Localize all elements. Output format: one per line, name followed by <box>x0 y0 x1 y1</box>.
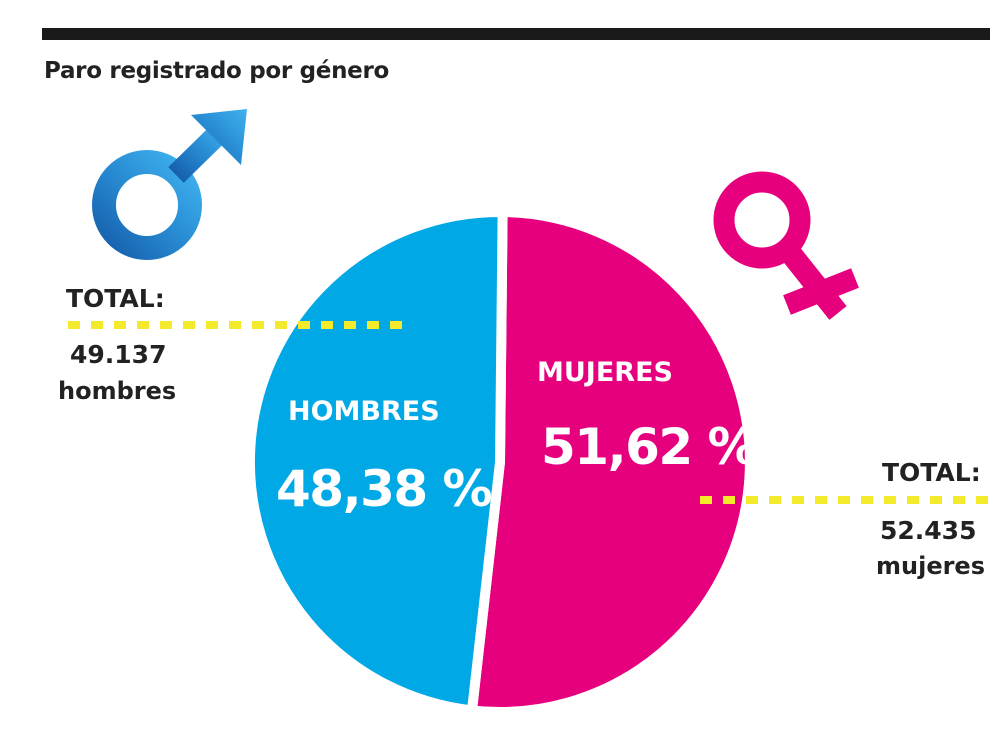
mujeres-unit-label: mujeres <box>876 552 985 580</box>
male-symbol-icon <box>92 109 247 260</box>
hombres-percent-label: 48,38 % <box>276 460 493 518</box>
pie-chart <box>244 207 755 717</box>
hombres-unit-label: hombres <box>58 377 177 405</box>
hombres-slice-label: HOMBRES <box>288 396 440 427</box>
pie-slice-mujeres <box>466 207 755 717</box>
mujeres-total-value: 52.435 <box>880 516 977 545</box>
hombres-total-value: 49.137 <box>70 340 167 369</box>
mujeres-total-label: TOTAL: <box>882 458 981 487</box>
mujeres-percent-label: 51,62 % <box>541 418 758 476</box>
pie-slice-hombres <box>244 207 508 716</box>
female-symbol-icon <box>713 171 859 320</box>
top-rule <box>42 28 990 40</box>
hombres-total-label: TOTAL: <box>66 284 165 313</box>
mujeres-slice-label: MUJERES <box>537 357 673 388</box>
chart-title: Paro registrado por género <box>44 58 390 84</box>
